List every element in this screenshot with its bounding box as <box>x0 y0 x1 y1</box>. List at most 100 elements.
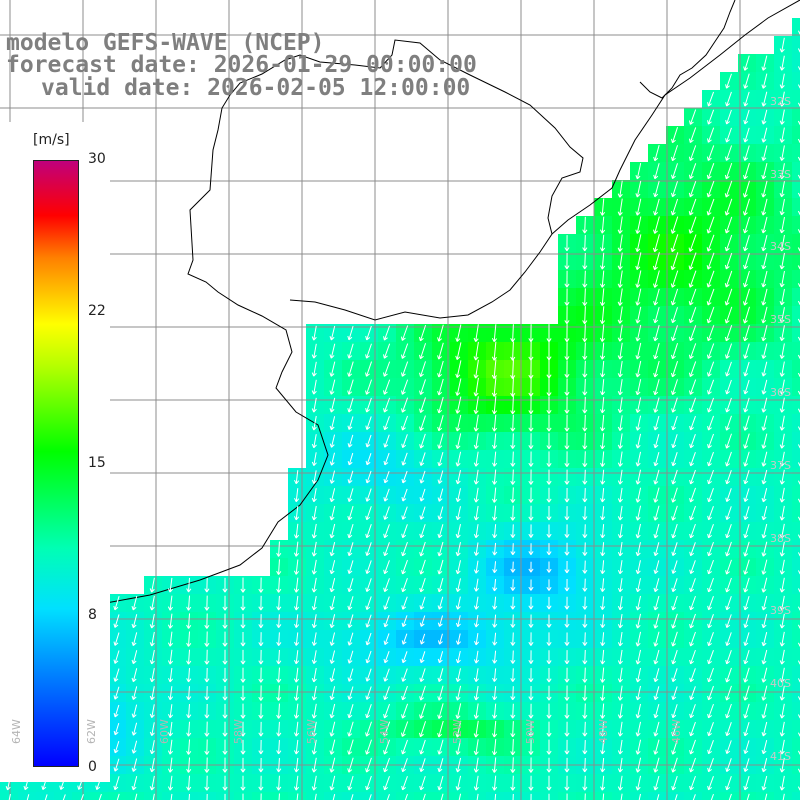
wind-vector-arrow <box>743 506 750 521</box>
wind-vector-arrow <box>401 488 408 502</box>
wind-vector-arrow <box>725 758 732 773</box>
coastline-inlet <box>639 0 736 99</box>
wind-vector-arrow <box>437 668 444 683</box>
wind-vector-arrow <box>725 506 732 521</box>
wind-vector-arrow <box>671 469 678 485</box>
wind-vector-arrow <box>779 252 785 270</box>
wind-speed-cell <box>792 234 800 253</box>
wind-vector-arrow <box>131 686 138 700</box>
wind-speed-cell <box>792 126 800 145</box>
wind-vector-arrow <box>582 703 588 719</box>
wind-vector-arrow <box>582 414 588 432</box>
wind-vector-arrow <box>204 703 210 719</box>
wind-vector-arrow <box>707 703 714 719</box>
wind-vector-arrow <box>311 703 317 719</box>
wind-vector-arrow <box>725 343 733 359</box>
wind-vector-arrow <box>600 379 606 396</box>
wind-vector-arrow <box>473 578 480 592</box>
wind-vector-arrow <box>617 685 623 701</box>
wind-vector-arrow <box>546 505 552 521</box>
wind-vector-arrow <box>510 487 516 503</box>
wind-vector-arrow <box>725 91 732 107</box>
wind-vector-arrow <box>510 650 516 664</box>
wind-vector-arrow <box>510 775 516 791</box>
wind-vector-arrow <box>167 686 174 701</box>
wind-vector-arrow <box>617 415 623 431</box>
wind-vector-arrow <box>419 397 426 413</box>
wind-vector-arrow <box>382 379 391 395</box>
wind-vector-arrow <box>437 433 444 449</box>
wind-vector-arrow <box>311 452 317 466</box>
wind-vector-arrow <box>528 668 534 683</box>
wind-vector-arrow <box>311 470 317 484</box>
wind-speed-cell <box>702 792 721 800</box>
wind-speed-cell <box>792 684 800 703</box>
wind-vector-arrow <box>528 632 534 646</box>
wind-vector-arrow <box>473 433 479 449</box>
wind-vector-arrow <box>600 632 606 647</box>
wind-vector-arrow <box>455 506 461 521</box>
wind-vector-arrow <box>400 343 409 359</box>
wind-vector-arrow <box>707 415 715 431</box>
wind-vector-arrow <box>311 775 317 791</box>
wind-vector-arrow <box>617 523 623 539</box>
wind-vector-arrow <box>347 343 354 359</box>
wind-vector-arrow <box>383 325 391 341</box>
wind-vector-arrow <box>779 361 785 377</box>
wind-vector-arrow <box>617 739 623 755</box>
wind-vector-arrow <box>546 359 552 379</box>
wind-vector-arrow <box>617 324 623 342</box>
wind-vector-arrow <box>240 667 246 683</box>
wind-vector-arrow <box>383 633 390 646</box>
wind-vector-arrow <box>329 379 336 395</box>
wind-vector-arrow <box>546 775 552 791</box>
wind-vector-arrow <box>582 524 588 538</box>
wind-vector-arrow <box>743 73 750 89</box>
wind-speed-cell <box>792 270 800 289</box>
wind-speed-cell <box>792 144 800 163</box>
wind-vector-arrow <box>314 793 317 800</box>
wind-vector-arrow <box>779 595 785 611</box>
wind-vector-arrow <box>186 757 192 773</box>
wind-vector-arrow <box>617 578 623 593</box>
wind-vector-arrow <box>473 739 479 756</box>
wind-speed-cell <box>342 792 361 800</box>
wind-vector-arrow <box>707 469 714 485</box>
wind-vector-arrow <box>671 325 678 342</box>
wind-vector-arrow <box>779 559 785 575</box>
wind-vector-arrow <box>564 342 570 361</box>
wind-vector-arrow <box>329 686 336 701</box>
wind-vector-arrow <box>383 614 390 628</box>
wind-speed-cell <box>792 378 800 397</box>
wind-vector-arrow <box>779 379 785 395</box>
wind-vector-arrow <box>779 216 785 234</box>
wind-vector-arrow <box>473 469 479 485</box>
wind-vector-arrow <box>510 414 516 432</box>
wind-vector-arrow <box>382 361 391 377</box>
wind-vector-arrow <box>689 613 696 629</box>
wind-vector-arrow <box>600 524 606 539</box>
wind-speed-cell <box>18 792 37 800</box>
wind-vector-arrow <box>617 252 623 270</box>
wind-vector-arrow <box>725 596 732 611</box>
wind-vector-arrow <box>258 577 264 593</box>
wind-vector-arrow <box>635 739 642 755</box>
wind-vector-arrow <box>564 487 570 503</box>
wind-vector-arrow <box>671 434 678 449</box>
wind-vector-arrow <box>492 542 498 556</box>
wind-vector-arrow <box>149 577 155 593</box>
wind-vector-arrow <box>419 758 426 773</box>
wind-vector-arrow <box>653 325 660 342</box>
wind-vector-arrow <box>564 270 570 288</box>
wind-vector-arrow <box>455 324 462 342</box>
wind-vector-arrow <box>707 722 714 737</box>
wind-vector-arrow <box>401 615 408 628</box>
lat-label: 34S <box>770 240 791 253</box>
wind-vector-arrow <box>761 685 768 701</box>
wind-vector-arrow <box>347 686 354 700</box>
wind-vector-arrow <box>707 740 714 755</box>
wind-vector-arrow <box>204 595 210 611</box>
wind-vector-arrow <box>779 109 785 125</box>
wind-speed-cell <box>666 792 685 800</box>
wind-vector-arrow <box>491 377 497 397</box>
